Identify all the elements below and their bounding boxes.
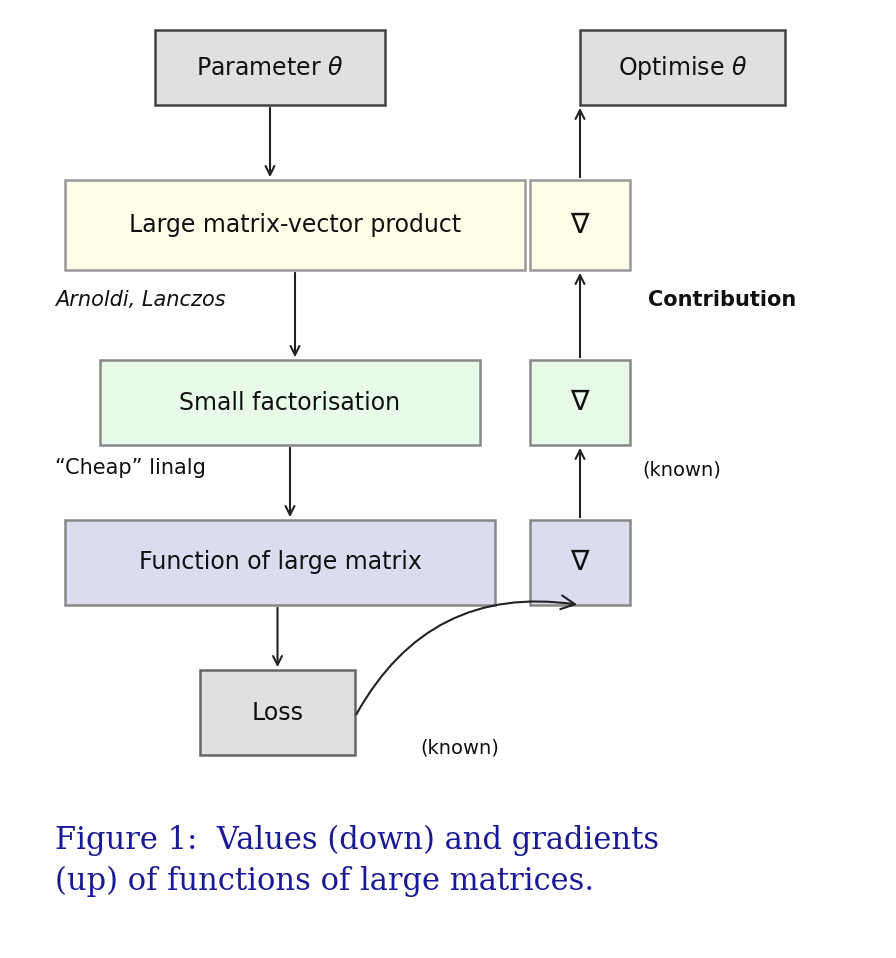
Text: “Cheap” linalg: “Cheap” linalg <box>55 458 206 478</box>
FancyArrowPatch shape <box>357 596 575 715</box>
Bar <box>200 670 355 755</box>
Text: Arnoldi, Lanczos: Arnoldi, Lanczos <box>55 290 226 310</box>
Text: Small factorisation: Small factorisation <box>179 391 401 415</box>
Text: Figure 1:  Values (down) and gradients
(up) of functions of large matrices.: Figure 1: Values (down) and gradients (u… <box>55 825 659 897</box>
Bar <box>580 30 785 105</box>
Text: $\nabla$: $\nabla$ <box>570 211 590 239</box>
Text: Function of large matrix: Function of large matrix <box>139 551 421 575</box>
Bar <box>100 360 480 445</box>
Text: $\nabla$: $\nabla$ <box>570 389 590 417</box>
Text: $\nabla$: $\nabla$ <box>570 549 590 577</box>
Bar <box>530 520 630 605</box>
Text: Large matrix-vector product: Large matrix-vector product <box>129 213 461 237</box>
Text: Optimise $\theta$: Optimise $\theta$ <box>618 54 747 81</box>
Bar <box>65 180 525 270</box>
Bar <box>530 180 630 270</box>
Text: Parameter $\theta$: Parameter $\theta$ <box>196 56 344 80</box>
Bar <box>530 360 630 445</box>
Text: Loss: Loss <box>252 700 304 724</box>
Text: (known): (known) <box>642 461 721 480</box>
Text: Contribution: Contribution <box>648 290 797 310</box>
Text: (known): (known) <box>420 739 499 758</box>
Bar <box>65 520 495 605</box>
Bar <box>155 30 385 105</box>
